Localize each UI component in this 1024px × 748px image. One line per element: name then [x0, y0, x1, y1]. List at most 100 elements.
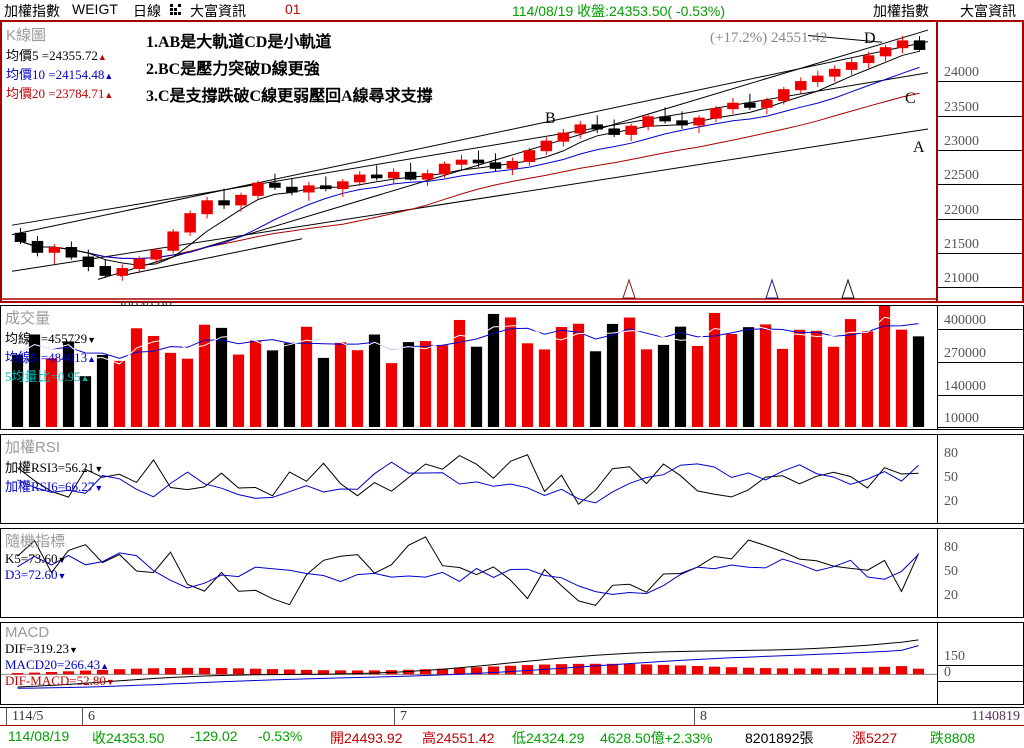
macd-histogram-bar	[640, 664, 653, 675]
header-page-no[interactable]: 01	[285, 1, 301, 17]
volume-bar	[181, 358, 194, 427]
candle-body	[133, 258, 145, 270]
candle-body	[82, 256, 95, 268]
volume-bar	[198, 324, 211, 427]
candle-body	[828, 68, 841, 77]
candle-body	[625, 125, 637, 135]
kline-title: K線圖	[6, 27, 47, 44]
volume-bar	[249, 340, 262, 427]
candle-body	[286, 186, 298, 193]
macd-histogram-bar	[11, 673, 24, 675]
axis-tick-label: 0	[944, 665, 951, 681]
macd-histogram-bar	[147, 668, 160, 675]
volume-bar	[861, 331, 874, 427]
candle-body	[404, 171, 417, 180]
macd-histogram-bar	[113, 669, 126, 675]
volume-bar	[28, 334, 41, 427]
candle-body	[337, 181, 349, 190]
axis-gridline	[938, 253, 1022, 254]
axis-tick-label: 24000	[944, 65, 979, 81]
status-date: 114/08/19	[8, 728, 70, 744]
macd-histogram-bar	[215, 668, 228, 675]
macd-legend: MACD DIF=319.23▼ MACD20=266.43▲ DIF-MACD…	[5, 624, 115, 689]
macd-histogram-bar	[691, 666, 704, 675]
candle-body	[353, 174, 366, 183]
candle-body	[370, 174, 383, 179]
price-axis: 24000 23500 23000 22500 22000 21500 21000	[938, 20, 1024, 303]
stochastic-chart-panel[interactable]: 隨機指標 K5=73.60▼ D3=72.60▼	[0, 528, 938, 618]
volume-chart-panel[interactable]: 成交量 均線3 =455729▼ 均線5 =484013▲ 5均量比=0.95▲	[0, 305, 938, 430]
candle-body	[218, 200, 230, 206]
kline-chart-panel[interactable]: K線圖 均價5 =24355.72▲ 均價10 =24154.48▲ 均價20 …	[0, 20, 938, 315]
macd-chart-panel[interactable]: MACD DIF=319.23▼ MACD20=266.43▲ DIF-MACD…	[0, 622, 938, 705]
kline-canvas	[2, 29, 936, 300]
macd-histogram-bar	[266, 669, 279, 675]
macd-histogram-bar	[878, 666, 891, 675]
signal-marker-triangle	[765, 278, 779, 299]
candle-body	[574, 124, 587, 134]
volume-bar	[827, 346, 840, 427]
macd-histogram-bar	[368, 670, 381, 675]
volume-ma3: 均線3 =455729▼	[5, 331, 97, 346]
rsi-canvas	[17, 454, 919, 505]
header-vendor: 大富資訊	[190, 3, 246, 19]
macd-histogram-bar	[436, 668, 449, 675]
volume-bar	[844, 319, 857, 427]
axis-gridline	[938, 427, 1023, 428]
candle-body	[591, 124, 603, 130]
candle-body	[778, 89, 790, 102]
status-low: 低24324.29	[512, 730, 585, 746]
candle-body	[727, 102, 739, 110]
status-high: 高24551.42	[422, 730, 495, 746]
stochastic-legend: 隨機指標 K5=73.60▼ D3=72.60▼	[5, 530, 66, 583]
macd-histogram-bar	[589, 663, 602, 675]
macd-histogram-bar	[708, 666, 721, 675]
axis-tick-label: 10000	[944, 411, 979, 427]
candle-body	[235, 194, 247, 206]
axis-gridline	[938, 150, 1022, 151]
volume-bar	[300, 326, 313, 427]
stochastic-k: K5=73.60▼	[5, 551, 67, 566]
volume-bar	[470, 346, 483, 427]
bar-chart-icon[interactable]	[170, 4, 184, 16]
channel-mark-b: B	[545, 110, 556, 127]
axis-tick-label: 20	[944, 494, 958, 509]
macd-histogram-bar	[402, 669, 415, 675]
volume-bar	[895, 329, 908, 427]
volume-bar	[793, 329, 806, 427]
date-axis-label: 6	[88, 709, 95, 724]
axis-tick-label: 150	[944, 649, 965, 665]
volume-bar	[878, 306, 891, 427]
header-symbol-code[interactable]: WEIGT	[72, 1, 118, 17]
volume-bar	[538, 349, 551, 427]
axis-gridline	[938, 329, 1023, 330]
candle-body	[710, 108, 722, 119]
annotation-note-1: 1.AB是大軌道CD是小軌道	[146, 34, 332, 51]
macd-title: MACD	[5, 624, 50, 641]
candle-body	[744, 102, 756, 108]
volume-bar	[317, 357, 330, 427]
candle-body	[676, 120, 688, 126]
candle-body	[472, 159, 485, 164]
macd-histogram-bar	[912, 668, 925, 675]
header-period[interactable]: 日線	[133, 3, 161, 19]
volume-ma3-line	[17, 316, 919, 365]
volume-bar	[334, 342, 347, 427]
macd-histogram-bar	[572, 663, 585, 675]
macd-histogram-bar	[521, 665, 534, 675]
candle-body	[557, 132, 570, 142]
volume-bar	[776, 348, 789, 427]
stochastic-title: 隨機指標	[5, 533, 66, 550]
status-bar: 114/08/19 收24353.50 -129.02 -0.53% 開2449…	[0, 727, 1024, 746]
rsi-chart-panel[interactable]: 加權RSI 加權RSI3=56.21▼ 加權RSI6=66.27▼	[0, 434, 938, 524]
macd-histogram-bar	[487, 666, 500, 675]
axis-tick-label: 20	[944, 588, 958, 603]
header-quote-line: 114/08/19 收盤:24353.50( -0.53%)	[512, 3, 725, 19]
volume-bar	[45, 358, 58, 427]
macd-histogram-bar	[283, 669, 296, 675]
macd-histogram-bar	[164, 667, 177, 675]
date-axis-label: 8	[700, 709, 707, 724]
status-change: -129.02	[190, 728, 238, 744]
oscillator-line-fast	[17, 536, 919, 606]
header-symbol-name[interactable]: 加權指數	[4, 3, 60, 19]
